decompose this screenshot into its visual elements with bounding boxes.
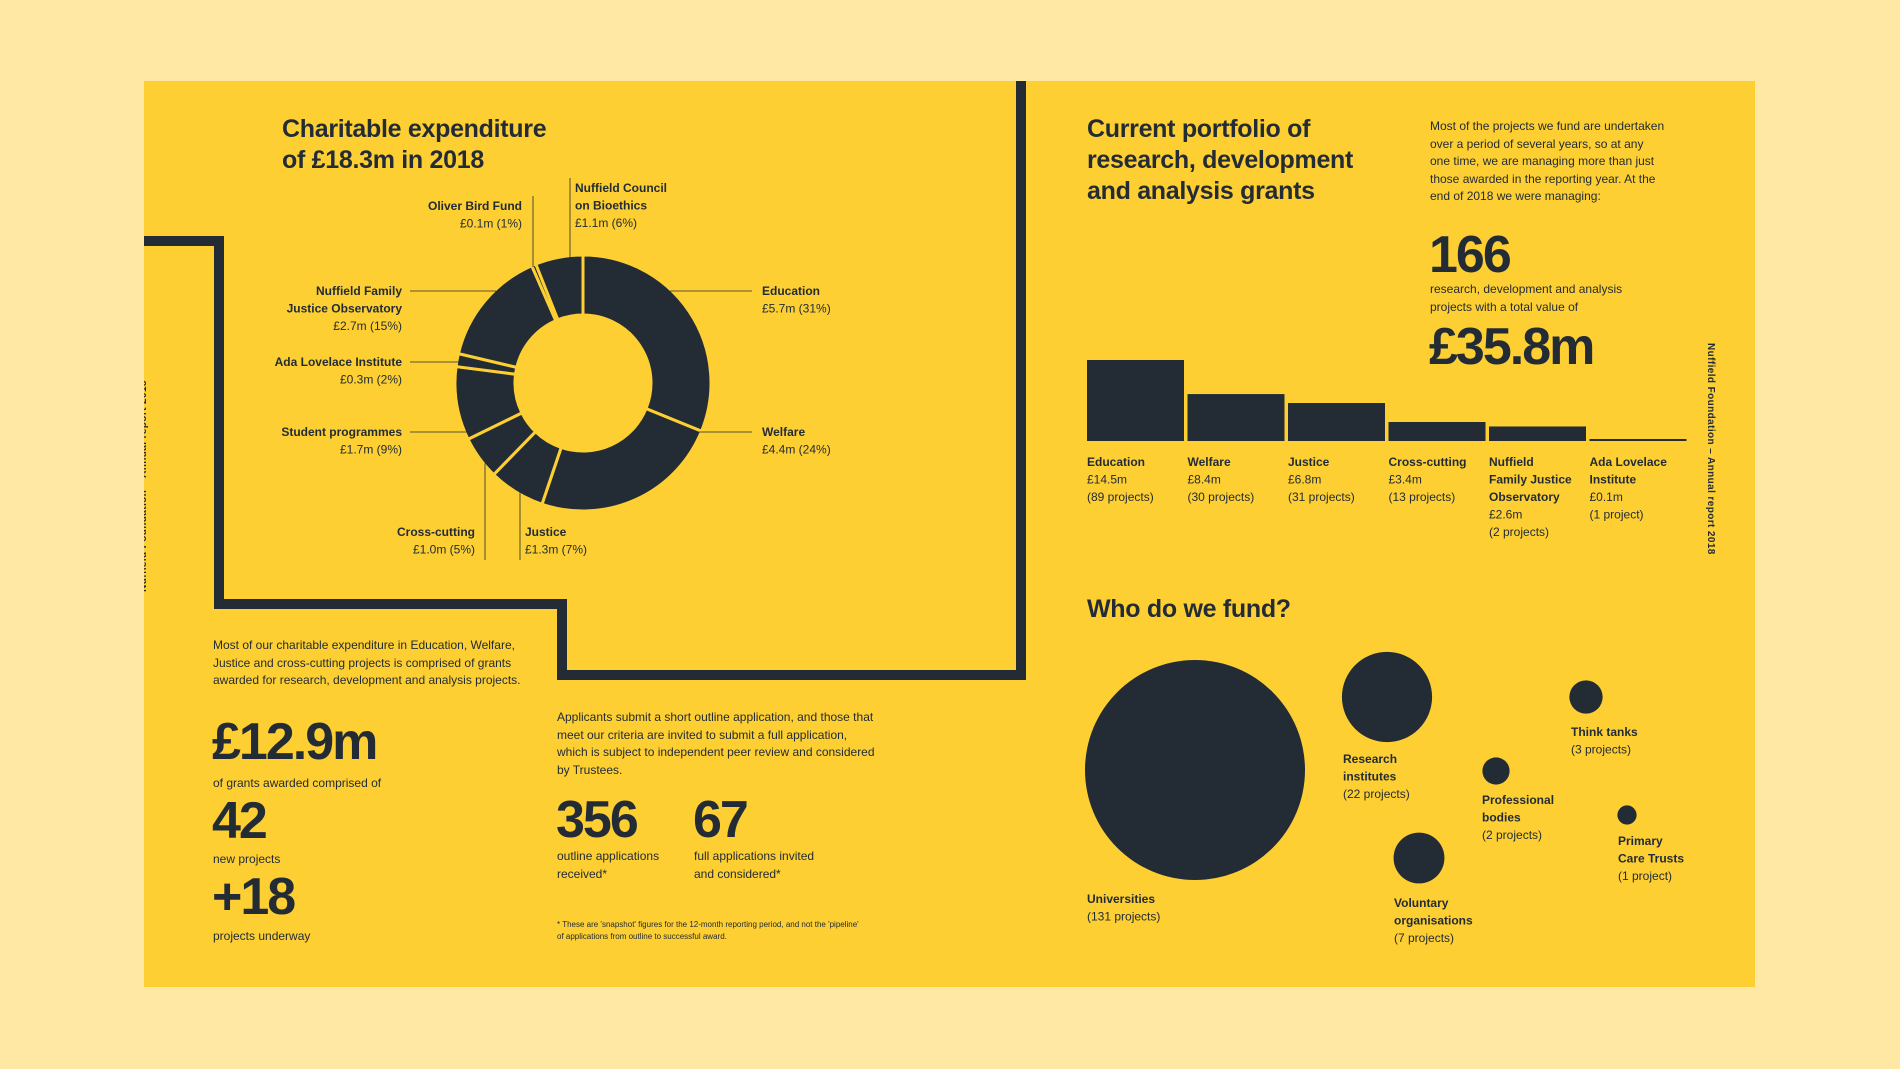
fund-title: Who do we fund?	[1087, 595, 1291, 623]
bar-label-nuffield-family-justice-observatory: Nuffield Family Justice Observatory £2.6m (2…	[1489, 455, 1572, 539]
bubble-label-research-institutes: Research institutes (22 projects)	[1343, 752, 1410, 801]
portfolio-intro: Most of the projects we fund are underta…	[1430, 119, 1665, 203]
bubble-professional-bodies	[1482, 757, 1510, 785]
outline-applications-count: 356	[556, 791, 639, 849]
portfolio-title-line-2: research, development	[1087, 146, 1354, 174]
underway-count: +18	[212, 868, 296, 926]
donut-label-oliver-bird-fund: Oliver Bird Fund £0.1m (1%)	[428, 199, 522, 231]
bubble-think-tanks	[1569, 680, 1603, 714]
donut-label-nuffield-council-on-bioethics: Nuffield Council on Bioethics £1.1m (6%)	[575, 181, 667, 230]
portfolio-title-line-3: and analysis grants	[1087, 177, 1315, 205]
frame-outline	[144, 81, 1026, 680]
bar-ada-lovelace-institute	[1589, 439, 1687, 441]
portfolio-total-value: £35.8m	[1429, 318, 1595, 376]
bar-nuffield-family-justice-observatory	[1489, 426, 1586, 441]
bar-justice	[1288, 403, 1385, 441]
bubble-universities	[1085, 660, 1305, 880]
grants-amount: £12.9m	[212, 713, 378, 771]
infographic-panel: Nuffield Foundation – Annual report 2018…	[144, 81, 1755, 987]
underway-caption: projects underway	[213, 929, 311, 943]
bar-label-ada-lovelace-institute: Ada Lovelace Institute £0.1m (1 project)	[1590, 455, 1668, 522]
donut-label-nuffield-family-justice-observatory: Nuffield Family Justice Observatory £2.7m …	[287, 284, 403, 333]
expenditure-title-line-1: Charitable expenditure	[282, 115, 547, 143]
bar-welfare	[1187, 394, 1285, 441]
bubble-primary-care-trusts	[1617, 805, 1637, 825]
full-applications-caption: full applications invited and considered…	[694, 849, 815, 881]
donut-label-welfare: Welfare £4.4m (24%)	[762, 425, 831, 457]
donut-label-ada-lovelace-institute: Ada Lovelace Institute £0.3m (2%)	[275, 355, 403, 387]
donut-label-justice: Justice £1.3m (7%)	[525, 525, 587, 557]
applications-footnote: * These are 'snapshot' figures for the 1…	[557, 920, 859, 941]
donut-slice-welfare	[540, 406, 704, 513]
portfolio-bar-chart: Education £14.5m (89 projects) Welfare £8.4m…	[1087, 360, 1687, 539]
portfolio-title-line-1: Current portfolio of	[1087, 115, 1311, 143]
grants-amount-caption: of grants awarded comprised of	[213, 776, 382, 790]
portfolio-project-caption: research, development and analysis proje…	[1430, 282, 1623, 314]
bubble-label-universities: Universities (131 projects)	[1087, 892, 1160, 924]
donut-slice-education	[581, 253, 713, 434]
donut-label-student-programmes: Student programmes £1.7m (9%)	[281, 425, 402, 457]
donut-label-cross-cutting: Cross-cutting £1.0m (5%)	[397, 525, 475, 557]
bubble-label-voluntary-organisations: Voluntary organisations (7 projects)	[1394, 896, 1473, 945]
new-projects-caption: new projects	[213, 852, 281, 866]
portfolio-title: Current portfolio of research, developme…	[1087, 114, 1353, 207]
bubble-voluntary-organisations	[1393, 832, 1445, 884]
donut-leader-lines	[410, 178, 752, 560]
bar-education	[1087, 360, 1184, 441]
expenditure-title-line-2: of £18.3m in 2018	[282, 146, 484, 174]
applications-intro: Applicants submit a short outline applic…	[557, 710, 875, 777]
bar-label-welfare: Welfare £8.4m (30 projects)	[1188, 455, 1255, 504]
full-applications-count: 67	[693, 791, 749, 849]
fund-bubble-chart: Universities (131 projects) Research instit…	[1085, 651, 1684, 945]
outline-applications-caption: outline applications received*	[557, 849, 660, 881]
bubble-label-think-tanks: Think tanks (3 projects)	[1571, 725, 1638, 757]
donut-slices	[453, 253, 713, 513]
bar-label-justice: Justice £6.8m (31 projects)	[1288, 455, 1355, 504]
grants-intro: Most of our charitable expenditure in Ed…	[213, 638, 521, 687]
bubble-research-institutes	[1341, 651, 1433, 743]
expenditure-donut-chart: Education £5.7m (31%) Welfare £4.4m (24%) Ju…	[275, 178, 831, 560]
bubble-label-primary-care-trusts: Primary Care Trusts (1 project)	[1618, 834, 1684, 883]
donut-label-education: Education £5.7m (31%)	[762, 284, 831, 316]
expenditure-title: Charitable expenditure of £18.3m in 2018	[282, 114, 547, 176]
bar-cross-cutting	[1388, 422, 1486, 441]
bar-label-education: Education £14.5m (89 projects)	[1087, 455, 1154, 504]
bubble-label-professional-bodies: Professional bodies (2 projects)	[1482, 793, 1554, 842]
bar-label-cross-cutting: Cross-cutting £3.4m (13 projects)	[1389, 455, 1467, 504]
donut-slice-nuffield-council-on-bioethics	[533, 253, 585, 322]
portfolio-project-count: 166	[1429, 226, 1512, 284]
new-projects-count: 42	[212, 792, 268, 850]
